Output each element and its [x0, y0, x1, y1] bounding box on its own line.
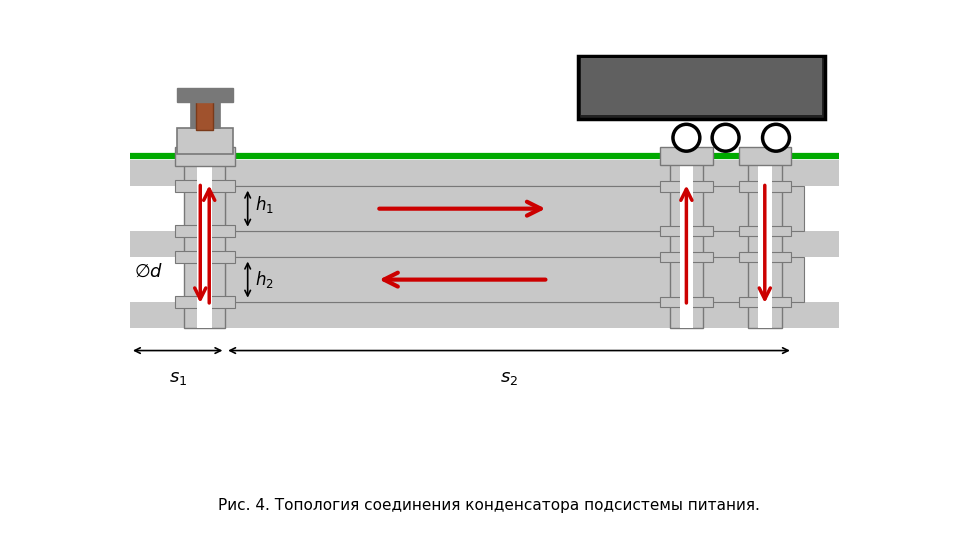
Bar — [226, 186, 660, 231]
Bar — [130, 160, 839, 186]
Bar — [739, 252, 791, 263]
Bar — [660, 186, 782, 231]
Bar — [197, 154, 212, 328]
Bar — [175, 225, 234, 237]
Bar — [177, 128, 233, 154]
Bar — [660, 257, 782, 302]
Bar — [185, 154, 226, 328]
Bar — [175, 296, 234, 308]
Circle shape — [673, 124, 700, 151]
Text: $h_1$: $h_1$ — [255, 194, 275, 215]
Bar — [226, 257, 660, 302]
Bar — [660, 226, 712, 236]
Bar — [739, 226, 791, 236]
Text: $s_1$: $s_1$ — [169, 369, 187, 387]
Bar — [226, 186, 804, 231]
Text: $s_2$: $s_2$ — [500, 369, 518, 387]
Text: $\varnothing d$: $\varnothing d$ — [134, 263, 163, 281]
Bar — [748, 154, 782, 328]
Bar — [208, 98, 220, 128]
Bar — [175, 180, 234, 192]
Text: Рис. 4. Топология соединения конденсатора подсистемы питания.: Рис. 4. Топология соединения конденсатор… — [218, 497, 759, 513]
Circle shape — [763, 124, 789, 151]
Bar — [660, 181, 712, 191]
Bar — [196, 98, 213, 130]
Bar — [660, 257, 703, 302]
Circle shape — [712, 124, 739, 151]
Bar — [226, 257, 804, 302]
Bar — [660, 148, 712, 165]
Bar — [669, 154, 703, 328]
Bar — [739, 297, 791, 307]
Bar — [175, 251, 234, 263]
Bar — [175, 147, 234, 166]
Bar — [739, 181, 791, 191]
Bar — [739, 148, 791, 165]
Bar — [660, 186, 703, 231]
Bar — [578, 56, 825, 119]
Bar — [660, 297, 712, 307]
Bar — [581, 58, 822, 115]
Bar — [130, 231, 839, 257]
Bar — [680, 154, 693, 328]
Bar — [190, 98, 201, 128]
Bar — [177, 88, 233, 102]
Text: $h_2$: $h_2$ — [255, 269, 274, 290]
Bar — [130, 302, 839, 328]
Bar — [660, 252, 712, 263]
Bar — [758, 154, 772, 328]
